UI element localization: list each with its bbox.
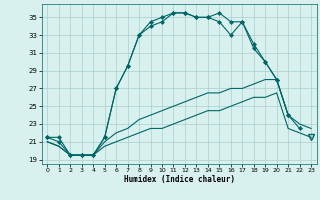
X-axis label: Humidex (Indice chaleur): Humidex (Indice chaleur) [124,175,235,184]
